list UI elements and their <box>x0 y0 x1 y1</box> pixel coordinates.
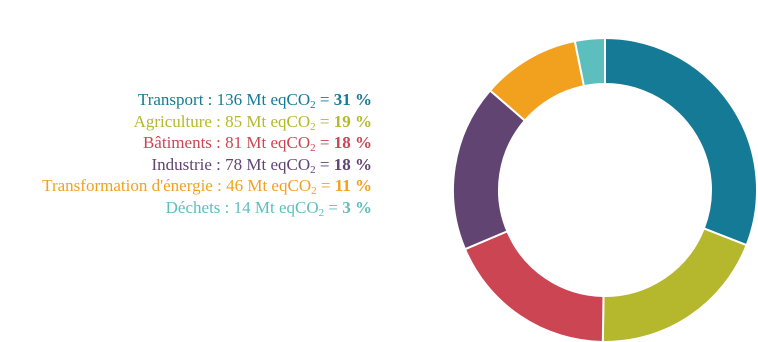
legend-item: Déchets : 14 Mt eqCO2 = 3 % <box>165 197 372 219</box>
legend-unit: Mt eqCO <box>246 111 311 131</box>
chart-legend: Transport : 136 Mt eqCO2 = 31 % Agricultu… <box>42 89 372 219</box>
legend-percent: 31 % <box>333 90 372 109</box>
legend-value: 46 <box>226 176 244 195</box>
legend-value: 81 <box>225 133 243 152</box>
legend-unit: Mt eqCO <box>246 90 311 109</box>
legend-label: Transformation d'énergie <box>42 176 213 195</box>
legend-unit-subscript: 2 <box>310 163 316 176</box>
legend-unit-subscript: 2 <box>310 142 316 154</box>
legend-value: 14 <box>233 197 251 217</box>
donut-slice <box>601 227 748 342</box>
legend-value: 136 <box>216 90 243 109</box>
legend-label: Bâtiments <box>142 133 212 152</box>
legend-percent: 18 % <box>333 133 372 152</box>
donut-slice <box>463 229 605 342</box>
legend-value: 85 <box>225 111 243 131</box>
legend-item: Transformation d'énergie : 46 Mt eqCO2 =… <box>42 176 372 197</box>
legend-label: Déchets <box>165 197 221 217</box>
legend-item: Bâtiments : 81 Mt eqCO2 = 18 % <box>142 133 372 154</box>
legend-unit-subscript: 2 <box>318 206 325 219</box>
legend-percent: 18 % <box>333 154 372 174</box>
legend-percent: 19 % <box>333 111 372 131</box>
legend-unit-subscript: 2 <box>310 120 316 133</box>
legend-item: Industrie : 78 Mt eqCO2 = 18 % <box>151 154 372 176</box>
donut-slice <box>452 89 527 251</box>
legend-unit: Mt eqCO <box>246 154 311 174</box>
donut-slice <box>604 36 758 247</box>
legend-item: Agriculture : 85 Mt eqCO2 = 19 % <box>133 111 372 133</box>
legend-percent: 11 % <box>334 176 372 195</box>
legend-label: Industrie <box>151 154 212 174</box>
donut-slice <box>573 36 606 88</box>
legend-percent: 3 % <box>342 197 372 217</box>
legend-unit: Mt eqCO <box>246 133 311 152</box>
legend-unit: Mt eqCO <box>247 176 312 195</box>
legend-label: Transport <box>137 90 204 109</box>
legend-label: Agriculture <box>133 111 212 131</box>
legend-unit: Mt eqCO <box>254 197 319 217</box>
legend-value: 78 <box>225 154 243 174</box>
legend-unit-subscript: 2 <box>310 99 316 111</box>
donut-slices <box>452 36 758 342</box>
legend-item: Transport : 136 Mt eqCO2 = 31 % <box>137 90 372 111</box>
legend-unit-subscript: 2 <box>311 185 317 197</box>
